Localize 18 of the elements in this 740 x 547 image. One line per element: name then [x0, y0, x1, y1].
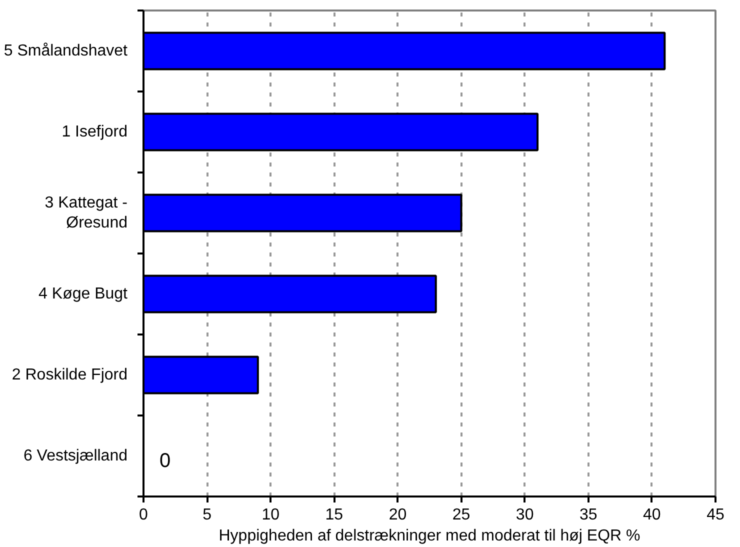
x-axis-title: Hyppigheden af delstrækninger med moderat til høj EQR %: [218, 528, 640, 544]
y-tick-label: 1 Isefjord: [62, 124, 128, 140]
x-tick-label: 10: [262, 506, 280, 524]
y-tick-label: 5 Smålandshavet: [4, 42, 128, 60]
y-tick-label: 3 Kattegat - Øresund: [44, 194, 128, 232]
x-tick-label: 25: [452, 506, 470, 524]
x-tick-label: 45: [706, 506, 724, 524]
x-tick-label: 5: [202, 506, 212, 524]
x-tick-label: 35: [579, 506, 598, 524]
x-tick-label: 15: [325, 506, 344, 524]
y-tick-label: 4 Køge Bugt: [38, 286, 128, 302]
x-tick-label: 30: [516, 506, 534, 524]
data-label: 0: [160, 450, 171, 472]
x-tick-label: 0: [139, 506, 148, 524]
x-tick-label: 20: [388, 506, 407, 524]
y-tick-label: 6 Vestsjælland: [23, 448, 128, 464]
y-tick-label: 2 Roskilde Fjord: [12, 366, 128, 384]
x-tick-label: 40: [643, 506, 661, 524]
